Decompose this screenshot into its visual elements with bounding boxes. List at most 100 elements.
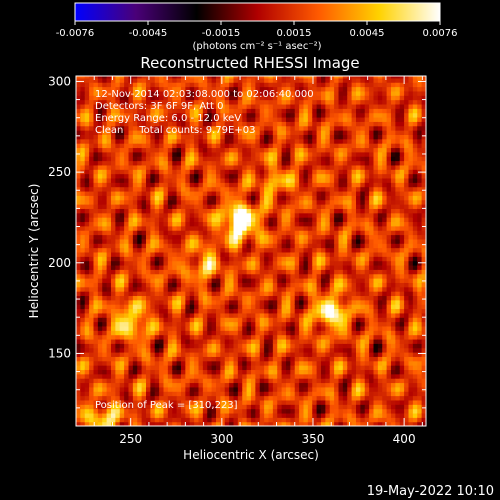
- heatmap-cell: [338, 299, 344, 305]
- heatmap-cell: [124, 334, 130, 340]
- heatmap-cell: [216, 147, 221, 153]
- heatmap-cell: [198, 212, 204, 218]
- heatmap-cell: [80, 103, 86, 109]
- heatmap-cell: [176, 212, 182, 218]
- heatmap-cell: [312, 291, 318, 297]
- heatmap-cell: [303, 412, 309, 418]
- heatmap-cell: [281, 99, 287, 105]
- heatmap-cell: [150, 408, 156, 414]
- heatmap-cell: [185, 373, 191, 379]
- heatmap-cell: [255, 204, 261, 209]
- heatmap-cell: [176, 365, 182, 371]
- heatmap-cell: [132, 321, 138, 327]
- heatmap-cell: [150, 99, 156, 105]
- heatmap-cell: [181, 382, 186, 388]
- heatmap-cell: [312, 125, 318, 131]
- heatmap-cell: [220, 325, 226, 331]
- heatmap-cell: [128, 352, 134, 357]
- heatmap-cell: [294, 347, 300, 353]
- heatmap-cell: [220, 395, 226, 401]
- heatmap-cell: [128, 264, 134, 270]
- heatmap-cell: [237, 225, 243, 231]
- heatmap-cell: [111, 82, 116, 88]
- heatmap-cell: [124, 230, 130, 236]
- heatmap-cell: [321, 347, 326, 353]
- heatmap-cell: [338, 151, 344, 157]
- heatmap-cell: [272, 325, 278, 331]
- heatmap-cell: [316, 212, 322, 218]
- heatmap-cell: [202, 365, 208, 371]
- heatmap-cell: [163, 382, 169, 388]
- heatmap-cell: [111, 338, 116, 344]
- heatmap-cell: [150, 269, 156, 275]
- heatmap-cell: [251, 391, 256, 397]
- heatmap-cell: [312, 330, 318, 336]
- heatmap-cell: [102, 391, 108, 397]
- heatmap-cell: [159, 291, 165, 297]
- heatmap-cell: [102, 164, 108, 170]
- heatmap-cell: [93, 151, 99, 157]
- heatmap-cell: [329, 343, 335, 349]
- heatmap-cell: [207, 382, 213, 388]
- heatmap-cell: [224, 112, 230, 118]
- heatmap-cell: [150, 391, 156, 397]
- heatmap-cell: [321, 217, 326, 223]
- heatmap-cell: [255, 256, 261, 262]
- heatmap-cell: [259, 356, 265, 362]
- heatmap-cell: [172, 82, 178, 88]
- heatmap-cell: [163, 399, 169, 405]
- heatmap-cell: [189, 169, 195, 175]
- heatmap-cell: [220, 282, 226, 288]
- heatmap-cell: [106, 330, 112, 336]
- heatmap-cell: [141, 338, 147, 344]
- heatmap-cell: [272, 382, 278, 388]
- heatmap-cell: [150, 360, 156, 366]
- heatmap-cell: [93, 143, 99, 149]
- heatmap-cell: [189, 130, 195, 135]
- heatmap-cell: [281, 173, 287, 179]
- heatmap-cell: [132, 77, 138, 83]
- heatmap-cell: [198, 247, 204, 253]
- heatmap-cell: [137, 404, 143, 410]
- heatmap-cell: [268, 325, 274, 331]
- heatmap-cell: [97, 269, 103, 275]
- heatmap-cell: [233, 77, 239, 83]
- heatmap-cell: [115, 99, 121, 105]
- heatmap-cell: [229, 321, 235, 327]
- heatmap-cell: [154, 295, 160, 301]
- heatmap-cell: [242, 256, 248, 262]
- heatmap-cell: [154, 373, 160, 379]
- heatmap-cell: [97, 182, 103, 188]
- heatmap-cell: [216, 164, 221, 170]
- heatmap-cell: [167, 186, 173, 192]
- heatmap-cell: [242, 264, 248, 270]
- heatmap-cell: [141, 352, 147, 357]
- heatmap-cell: [97, 325, 103, 331]
- heatmap-cell: [316, 182, 322, 188]
- heatmap-cell: [189, 225, 195, 231]
- heatmap-cell: [84, 299, 90, 305]
- heatmap-cell: [229, 365, 235, 371]
- heatmap-cell: [159, 90, 165, 96]
- heatmap-cell: [325, 169, 331, 175]
- heatmap-cell: [334, 77, 340, 83]
- heatmap-cell: [167, 365, 173, 371]
- heatmap-cell: [111, 312, 116, 318]
- heatmap-cell: [325, 356, 331, 362]
- heatmap-cell: [255, 169, 261, 175]
- heatmap-cell: [124, 282, 130, 288]
- heatmap-cell: [251, 121, 256, 127]
- heatmap-cell: [303, 125, 309, 131]
- heatmap-cell: [259, 208, 265, 214]
- heatmap-cell: [286, 225, 291, 231]
- heatmap-cell: [259, 369, 265, 375]
- heatmap-cell: [316, 321, 322, 327]
- heatmap-cell: [286, 382, 291, 388]
- heatmap-cell: [334, 399, 340, 405]
- heatmap-cell: [141, 378, 147, 384]
- heatmap-cell: [185, 160, 191, 166]
- heatmap-cell: [159, 234, 165, 240]
- heatmap-cell: [97, 121, 103, 127]
- heatmap-cell: [84, 190, 90, 196]
- heatmap-cell: [207, 95, 213, 101]
